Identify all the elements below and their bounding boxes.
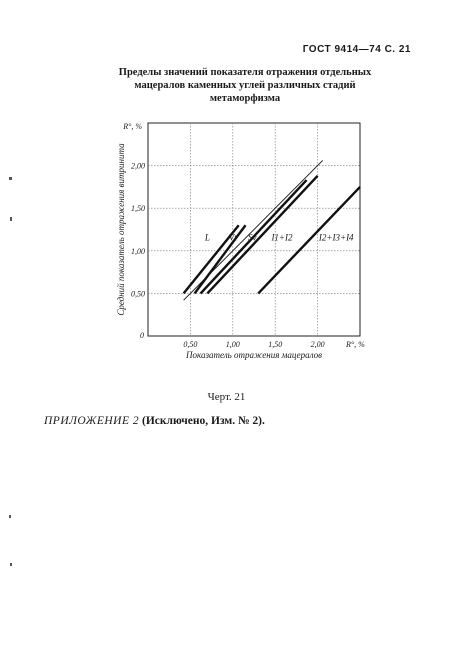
y-tick-label: 1,00	[131, 247, 145, 256]
series-line-i2-i3-i4	[257, 186, 361, 295]
figure-label: Черт. 21	[207, 391, 246, 403]
y-tick-label: 0,50	[131, 289, 145, 298]
appendix-title: ПРИЛОЖЕНИЕ 2	[44, 415, 140, 427]
plot-frame	[147, 122, 361, 337]
line-label: Vt	[229, 233, 237, 243]
caption-line-3: метаморфизма	[209, 93, 281, 104]
line-label: Sv	[248, 233, 257, 243]
line-label: I2+I3+I4	[318, 233, 354, 243]
x-tick-label: 0,50	[183, 340, 197, 349]
y-axis-label: Средний показатель отражения витринита	[116, 143, 126, 316]
series-line-i1-i2	[206, 175, 319, 295]
page-header: ГОСТ 9414—74 С. 21	[302, 44, 411, 55]
x-tick-label: 1,50	[268, 340, 282, 349]
series-line-vt	[193, 224, 247, 295]
y-tick-label: 1,50	[131, 204, 145, 213]
x-tick-label: 2,00	[311, 340, 325, 349]
margin-mark	[10, 217, 12, 221]
x-axis-label: Показатель отражения мацералов	[185, 350, 322, 360]
margin-mark	[10, 563, 12, 566]
appendix-status: (Исключено, Изм. № 2).	[141, 415, 265, 427]
appendix-note: ПРИЛОЖЕНИЕ 2 (Исключено, Изм. № 2).	[44, 415, 265, 427]
y-tick-label: 2,00	[131, 162, 145, 171]
series-line-l	[182, 224, 240, 295]
origin-label: 0	[140, 331, 144, 340]
x-unit-label: R°, %	[345, 340, 365, 349]
margin-mark	[9, 515, 11, 518]
x-tick-label: 1,00	[226, 340, 240, 349]
y-unit-label: R°, %	[122, 122, 142, 131]
caption-line-2: мацералов каменных углей различных стади…	[134, 80, 356, 91]
line-label: I1+I2	[270, 233, 293, 243]
series-line-sv	[199, 179, 308, 295]
figure-caption: Пределы значений показателя отражения от…	[80, 66, 410, 105]
caption-line-1: Пределы значений показателя отражения от…	[118, 67, 372, 78]
line-label: L	[204, 233, 210, 243]
margin-mark	[9, 177, 12, 180]
